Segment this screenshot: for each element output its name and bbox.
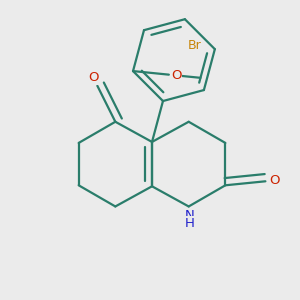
Text: N: N <box>185 209 195 222</box>
Text: O: O <box>269 174 280 187</box>
Text: Br: Br <box>188 39 202 52</box>
Text: H: H <box>185 217 195 230</box>
Text: O: O <box>88 71 99 84</box>
Text: O: O <box>171 69 181 82</box>
